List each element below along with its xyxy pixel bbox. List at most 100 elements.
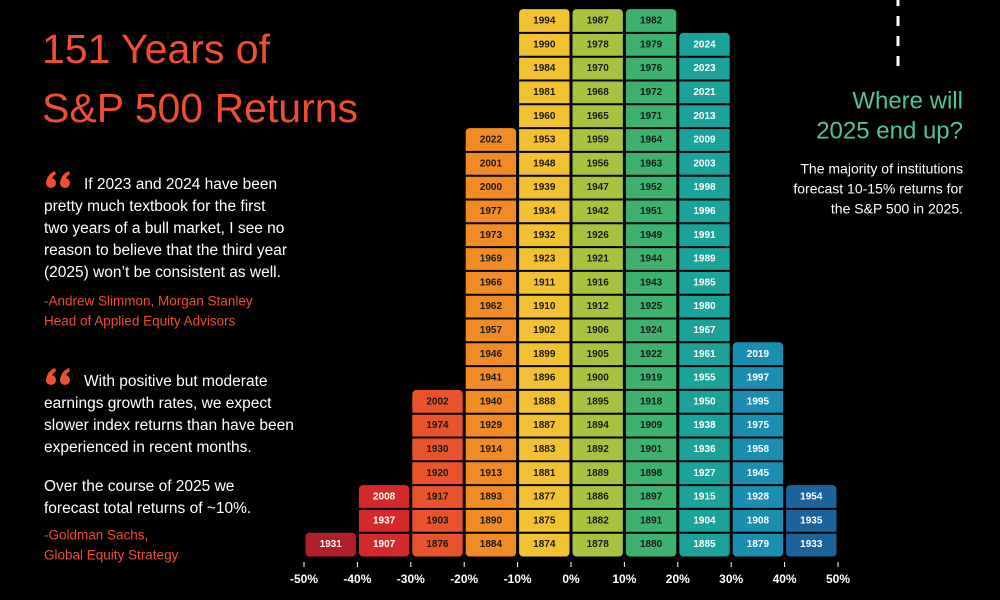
- year-label: 1899: [533, 349, 556, 360]
- year-label: 2019: [747, 349, 770, 360]
- year-label: 2008: [373, 492, 396, 503]
- year-label: 2003: [693, 158, 716, 169]
- year-label: 1953: [533, 135, 556, 146]
- year-label: 1971: [640, 111, 663, 122]
- year-label: 1968: [587, 87, 610, 98]
- year-label: 1984: [533, 63, 556, 74]
- title-line: S&P 500 Returns: [42, 85, 358, 131]
- x-tick-label: 50%: [826, 572, 850, 586]
- year-label: 1926: [587, 230, 610, 241]
- year-label: 1962: [480, 301, 503, 312]
- year-label: 1996: [693, 206, 716, 217]
- x-tick-label: 10%: [612, 572, 636, 586]
- year-label: 2009: [693, 135, 716, 146]
- year-label: 1922: [640, 349, 663, 360]
- title-line: 151 Years of: [42, 26, 271, 72]
- histogram-column: [358, 485, 410, 557]
- year-label: 1883: [533, 444, 556, 455]
- year-label: 1994: [533, 16, 556, 27]
- year-label: 1936: [693, 444, 716, 455]
- year-label: 1966: [480, 277, 503, 288]
- year-label: 1888: [533, 396, 556, 407]
- year-label: 1915: [693, 492, 716, 503]
- year-label: 1885: [693, 539, 716, 550]
- year-label: 1946: [480, 349, 503, 360]
- year-label: 2022: [480, 135, 503, 146]
- year-label: 1916: [587, 277, 610, 288]
- year-label: 1886: [587, 492, 610, 503]
- callout-heading: Where will: [852, 87, 963, 114]
- year-label: 1923: [533, 254, 556, 265]
- year-label: 1919: [640, 373, 663, 384]
- year-label: 1954: [800, 492, 823, 503]
- year-label: 1898: [640, 468, 663, 479]
- year-label: 1892: [587, 444, 610, 455]
- year-label: 1976: [640, 63, 663, 74]
- year-label: 1967: [693, 325, 716, 336]
- year-label: 1945: [747, 468, 770, 479]
- year-label: 1887: [533, 420, 556, 431]
- year-label: 1901: [640, 444, 663, 455]
- year-label: 1909: [640, 420, 663, 431]
- year-label: 1929: [480, 420, 503, 431]
- year-label: 1961: [693, 349, 716, 360]
- year-label: 1928: [747, 492, 770, 503]
- year-label: 1978: [587, 39, 610, 50]
- quote-line: forecast total returns of ~10%.: [44, 500, 251, 517]
- year-label: 1903: [426, 515, 449, 526]
- year-label: 1943: [640, 277, 663, 288]
- year-label: 1884: [480, 539, 503, 550]
- year-label: 1908: [747, 515, 770, 526]
- x-tick-label: -40%: [343, 572, 371, 586]
- year-label: 1979: [640, 39, 663, 50]
- year-label: 1990: [533, 39, 556, 50]
- year-label: 1893: [480, 492, 503, 503]
- year-label: 1985: [693, 277, 716, 288]
- year-label: 1902: [533, 325, 556, 336]
- year-label: 1927: [693, 468, 716, 479]
- year-label: 1975: [747, 420, 770, 431]
- year-label: 1942: [587, 206, 610, 217]
- year-label: 1906: [587, 325, 610, 336]
- year-label: 2013: [693, 111, 716, 122]
- year-label: 1921: [587, 254, 610, 265]
- year-label: 1896: [533, 373, 556, 384]
- year-label: 2002: [426, 396, 449, 407]
- year-label: 1956: [587, 158, 610, 169]
- year-label: 1937: [373, 515, 396, 526]
- x-tick-label: 0%: [562, 572, 580, 586]
- x-tick-label: -50%: [290, 572, 318, 586]
- quote-line: If 2023 and 2024 have been: [84, 176, 277, 193]
- year-label: 1875: [533, 515, 556, 526]
- year-label: 1955: [693, 373, 716, 384]
- callout-heading: 2025 end up?: [816, 117, 963, 144]
- year-label: 1957: [480, 325, 503, 336]
- year-label: 1958: [747, 444, 770, 455]
- histogram-column: [572, 9, 623, 557]
- year-label: 1949: [640, 230, 663, 241]
- year-label: 1880: [640, 539, 663, 550]
- year-label: 1973: [480, 230, 503, 241]
- year-label: 1935: [800, 515, 823, 526]
- year-label: 1914: [480, 444, 503, 455]
- histogram-column: [625, 9, 677, 557]
- quote-attribution: Global Equity Strategy: [44, 548, 179, 563]
- year-label: 1952: [640, 182, 663, 193]
- year-label: 1960: [533, 111, 556, 122]
- year-label: 1877: [533, 492, 556, 503]
- year-label: 1879: [747, 539, 770, 550]
- year-label: 1947: [587, 182, 610, 193]
- quote-line: reason to believe that the third year: [44, 242, 287, 259]
- year-label: 1876: [426, 539, 449, 550]
- year-label: 1894: [587, 420, 610, 431]
- year-label: 1891: [640, 515, 663, 526]
- year-label: 1939: [533, 182, 556, 193]
- callout-text: forecast 10-15% returns for: [793, 181, 963, 197]
- year-label: 1924: [640, 325, 663, 336]
- year-label: 1969: [480, 254, 503, 265]
- year-label: 1904: [693, 515, 716, 526]
- year-label: 1944: [640, 254, 663, 265]
- histogram-column: [519, 9, 570, 557]
- year-label: 1882: [587, 515, 610, 526]
